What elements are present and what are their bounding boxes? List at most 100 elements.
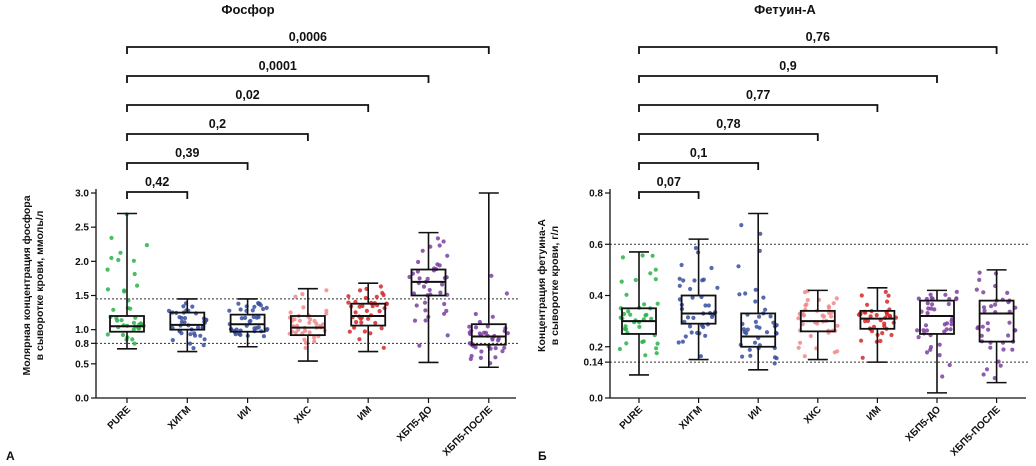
data-point [654, 346, 659, 351]
data-point [772, 355, 778, 360]
data-point [859, 293, 864, 298]
data-point [924, 350, 930, 355]
data-point [412, 318, 418, 323]
data-point [916, 335, 921, 340]
data-point [411, 291, 416, 296]
data-point [803, 303, 808, 308]
data-point [421, 284, 427, 289]
y-tick-label: 0.6 [589, 240, 603, 251]
data-point [363, 295, 368, 301]
data-point [626, 309, 631, 314]
comparison-bracket: 0,1 [638, 146, 760, 170]
data-point [250, 308, 255, 313]
data-point [293, 330, 298, 335]
x-tick-label: ИМ [865, 404, 884, 423]
data-point [116, 257, 121, 263]
p-value-label: 0,42 [145, 175, 169, 189]
data-point [188, 341, 193, 346]
data-point [347, 329, 352, 334]
data-point [256, 301, 261, 306]
data-point [445, 333, 450, 338]
y-tick-label: 0.0 [75, 394, 89, 405]
x-tick-label: ХБП5-ПОСЛЕ [949, 404, 1003, 458]
data-point [690, 295, 695, 300]
data-point [357, 288, 363, 293]
data-point [643, 353, 648, 358]
data-point [740, 354, 745, 359]
data-point [772, 361, 777, 366]
y-axis-label-line-2: в сыворотке крови, г/л [549, 226, 561, 345]
data-point [764, 330, 770, 335]
data-point [354, 320, 359, 325]
data-point [887, 313, 893, 318]
data-point [642, 302, 647, 307]
data-point [624, 341, 629, 346]
data-points [346, 284, 389, 350]
data-point [423, 308, 428, 313]
data-point [379, 326, 384, 331]
p-value-label: 0,2 [209, 117, 226, 131]
data-point [747, 347, 752, 352]
box [680, 294, 717, 325]
data-points [105, 212, 149, 346]
data-point [109, 235, 114, 240]
data-point [489, 273, 494, 278]
data-point [685, 315, 691, 320]
data-point [362, 329, 367, 334]
data-point [239, 316, 244, 321]
box [859, 309, 896, 330]
data-point [637, 324, 642, 329]
box [978, 299, 1015, 343]
data-point [703, 303, 708, 308]
data-point [188, 332, 193, 337]
data-point [923, 323, 929, 328]
data-point [977, 277, 982, 282]
data-point [407, 274, 412, 280]
data-point [743, 291, 748, 296]
data-point [467, 324, 472, 329]
data-point [307, 330, 312, 335]
data-point [688, 286, 693, 292]
x-tick-label: PURE [106, 404, 134, 432]
comparison-bracket: 0,39 [126, 146, 249, 170]
data-point [1005, 290, 1010, 295]
data-point [307, 320, 312, 325]
data-point [118, 250, 123, 255]
p-value-label: 0,77 [746, 88, 770, 102]
data-point [979, 333, 984, 338]
data-point [932, 307, 937, 312]
data-point [624, 327, 629, 332]
data-point [885, 299, 890, 304]
data-point [883, 289, 888, 294]
data-point [954, 297, 959, 302]
data-point [937, 342, 942, 347]
data-point [981, 372, 986, 377]
data-point [650, 253, 655, 258]
data-point [119, 318, 124, 323]
data-point [974, 287, 979, 292]
data-point [191, 346, 196, 351]
data-point [985, 321, 990, 326]
data-point [689, 330, 694, 335]
data-point [500, 349, 505, 354]
data-point [416, 259, 421, 265]
data-point [370, 304, 375, 309]
data-point [820, 313, 825, 318]
bracket-line [638, 46, 998, 54]
data-point [265, 327, 270, 332]
data-point [915, 328, 920, 333]
data-point [302, 337, 307, 342]
data-point [753, 319, 759, 324]
data-point [505, 331, 510, 336]
p-value-label: 0,76 [806, 30, 830, 44]
data-point [132, 341, 137, 346]
data-point [359, 320, 364, 325]
data-point [444, 308, 449, 313]
data-point [653, 277, 658, 282]
data-point [621, 311, 627, 317]
data-point [417, 343, 422, 348]
data-point [435, 236, 440, 241]
data-point [423, 318, 428, 323]
data-point [989, 304, 994, 309]
data-point [303, 345, 308, 350]
